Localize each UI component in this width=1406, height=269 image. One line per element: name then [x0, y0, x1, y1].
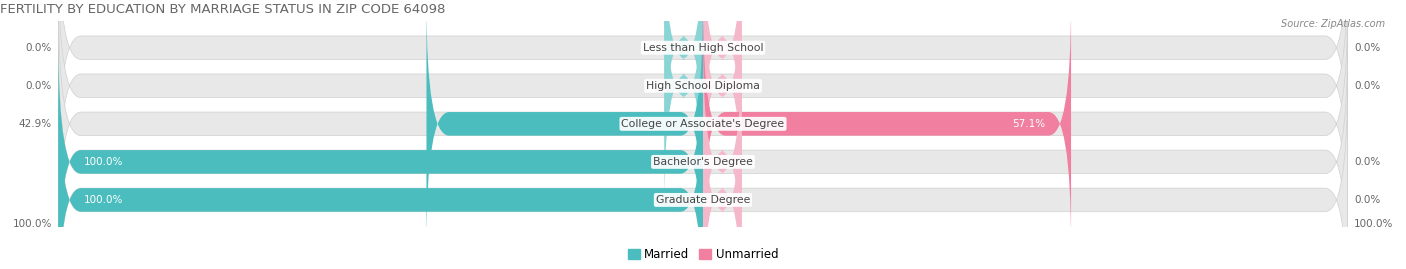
Text: High School Diploma: High School Diploma [647, 81, 759, 91]
FancyBboxPatch shape [59, 0, 1347, 207]
FancyBboxPatch shape [59, 41, 1347, 269]
Text: 100.0%: 100.0% [84, 195, 124, 205]
Text: Less than High School: Less than High School [643, 43, 763, 53]
FancyBboxPatch shape [59, 0, 1347, 169]
FancyBboxPatch shape [703, 79, 742, 269]
Text: Source: ZipAtlas.com: Source: ZipAtlas.com [1281, 19, 1385, 29]
FancyBboxPatch shape [59, 79, 1347, 269]
Text: Graduate Degree: Graduate Degree [655, 195, 751, 205]
Text: 42.9%: 42.9% [18, 119, 52, 129]
FancyBboxPatch shape [703, 2, 1071, 245]
Legend: Married, Unmarried: Married, Unmarried [623, 243, 783, 266]
FancyBboxPatch shape [703, 0, 742, 207]
Text: 0.0%: 0.0% [25, 43, 52, 53]
Text: 57.1%: 57.1% [1012, 119, 1045, 129]
FancyBboxPatch shape [664, 0, 703, 207]
FancyBboxPatch shape [59, 79, 703, 269]
Text: 0.0%: 0.0% [1354, 195, 1381, 205]
Text: FERTILITY BY EDUCATION BY MARRIAGE STATUS IN ZIP CODE 64098: FERTILITY BY EDUCATION BY MARRIAGE STATU… [0, 3, 446, 16]
Text: Bachelor's Degree: Bachelor's Degree [652, 157, 754, 167]
FancyBboxPatch shape [426, 2, 703, 245]
Text: 0.0%: 0.0% [1354, 43, 1381, 53]
Text: 100.0%: 100.0% [13, 218, 52, 228]
Text: 100.0%: 100.0% [84, 157, 124, 167]
Text: 100.0%: 100.0% [1354, 218, 1393, 228]
FancyBboxPatch shape [59, 41, 703, 269]
Text: 0.0%: 0.0% [1354, 81, 1381, 91]
FancyBboxPatch shape [703, 41, 742, 269]
Text: 0.0%: 0.0% [1354, 157, 1381, 167]
FancyBboxPatch shape [703, 0, 742, 169]
FancyBboxPatch shape [59, 2, 1347, 245]
Text: 0.0%: 0.0% [25, 81, 52, 91]
FancyBboxPatch shape [664, 0, 703, 169]
Text: College or Associate's Degree: College or Associate's Degree [621, 119, 785, 129]
